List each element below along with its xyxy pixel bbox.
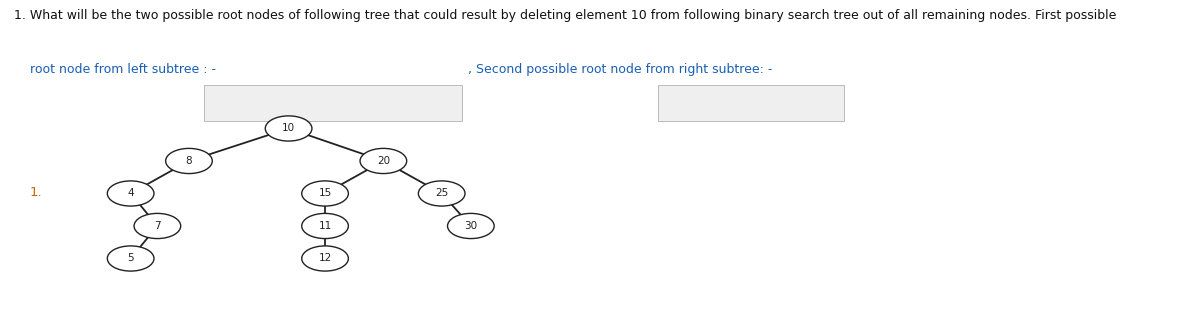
Ellipse shape [107,181,154,206]
Ellipse shape [448,213,494,239]
Text: root node from left subtree : -: root node from left subtree : - [14,63,216,76]
Text: 12: 12 [318,254,331,264]
Ellipse shape [301,246,348,271]
Ellipse shape [166,148,212,173]
Ellipse shape [419,181,466,206]
Text: 5: 5 [127,254,134,264]
Text: 10: 10 [282,123,295,133]
Ellipse shape [301,181,348,206]
Text: 8: 8 [186,156,192,166]
Ellipse shape [134,213,181,239]
Text: 25: 25 [436,188,449,198]
Text: 1. What will be the two possible root nodes of following tree that could result : 1. What will be the two possible root no… [14,9,1117,23]
Ellipse shape [265,116,312,141]
Text: 15: 15 [318,188,331,198]
Text: 20: 20 [377,156,390,166]
Text: , Second possible root node from right subtree: -: , Second possible root node from right s… [464,63,773,76]
Text: 11: 11 [318,221,331,231]
Text: 30: 30 [464,221,478,231]
Text: 4: 4 [127,188,134,198]
FancyBboxPatch shape [204,85,462,121]
Text: 7: 7 [154,221,161,231]
Ellipse shape [301,213,348,239]
Ellipse shape [360,148,407,173]
Ellipse shape [107,246,154,271]
Text: 1.: 1. [30,186,43,199]
FancyBboxPatch shape [658,85,844,121]
